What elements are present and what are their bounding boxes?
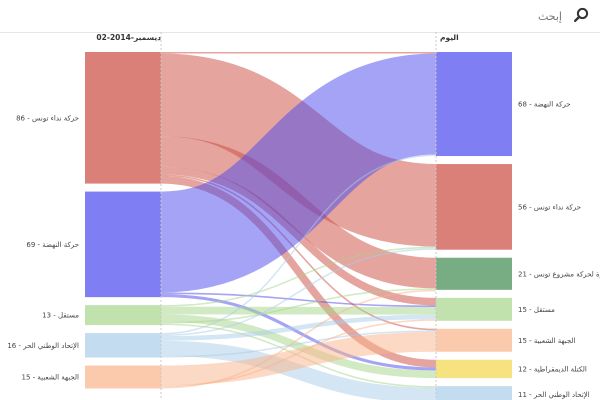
right-node-label-nida: حركة نداء تونس - 56 bbox=[518, 203, 581, 211]
left-node-ittihad[interactable] bbox=[85, 333, 161, 358]
flow-jabha-to-jabha[interactable] bbox=[160, 331, 437, 386]
left-node-label-jabha: 15 - الجبهة الشعبية bbox=[22, 373, 80, 381]
sankey-chart: 86 - حركة نداء تونس 69 - حركة النهضة 13 - … bbox=[7, 32, 600, 400]
flow-ittihad-to-nahda[interactable] bbox=[160, 154, 437, 335]
flow-nahda-to-dimoqratiya[interactable] bbox=[160, 294, 437, 371]
flow-jabha-to-mashrou[interactable] bbox=[160, 289, 437, 389]
right-node-label-mustaqil: مستقل - 15 bbox=[518, 306, 555, 314]
right-node-nida[interactable] bbox=[436, 164, 512, 250]
right-node-label-mashrou: كتلة الحرة لحركة مشروع تونس - 21 bbox=[518, 270, 600, 278]
flow-mustaqil-to-nida[interactable] bbox=[160, 246, 437, 307]
right-node-nahda[interactable] bbox=[436, 52, 512, 157]
flow-ittihad-to-jabha[interactable] bbox=[160, 330, 437, 358]
right-node-jabha[interactable] bbox=[436, 328, 512, 352]
right-node-mashrou[interactable] bbox=[436, 257, 512, 290]
search-bar bbox=[0, 0, 600, 33]
flow-ittihad-to-mustaqil[interactable] bbox=[160, 314, 437, 341]
flow-nahda-to-mustaqil[interactable] bbox=[160, 292, 437, 308]
left-node-jabha[interactable] bbox=[85, 365, 161, 389]
right-node-dimoqratiya[interactable] bbox=[436, 359, 512, 379]
flow-ittihad-to-ittihad[interactable] bbox=[160, 340, 437, 400]
left-node-label-nahda: 69 - حركة النهضة bbox=[26, 241, 79, 249]
right-node-ittihad[interactable] bbox=[436, 386, 512, 400]
left-node-label-mustaqil: 13 - مستقل bbox=[42, 312, 79, 320]
left-column-title: 02-ديسمبر-2014 bbox=[96, 33, 161, 42]
right-column-title: اليوم bbox=[440, 33, 459, 42]
right-node-label-jabha: الجبهة الشعبية - 15 bbox=[518, 337, 576, 345]
left-node-mustaqil[interactable] bbox=[85, 305, 161, 326]
flow-mustaqil-to-mashrou[interactable] bbox=[160, 288, 437, 324]
right-node-label-dimoqratiya: الكتلة الديمقراطية - 12 bbox=[518, 365, 587, 373]
left-node-label-ittihad: 16 - الإتحاد الوطني الحر bbox=[7, 342, 79, 350]
right-node-label-nahda: حركة النهضة - 68 bbox=[518, 101, 571, 109]
sankey-flows bbox=[158, 52, 439, 400]
sankey-nodes bbox=[85, 52, 512, 400]
flow-nahda-to-nahda[interactable] bbox=[158, 53, 439, 293]
right-node-mustaqil[interactable] bbox=[436, 297, 512, 321]
search-icon[interactable] bbox=[572, 6, 590, 24]
left-node-nahda[interactable] bbox=[85, 191, 161, 298]
sankey-labels: 86 - حركة نداء تونس 69 - حركة النهضة 13 - … bbox=[7, 101, 600, 400]
search-input[interactable] bbox=[340, 5, 564, 27]
left-node-label-nida: 86 - حركة نداء تونس bbox=[16, 114, 79, 122]
right-node-label-ittihad: الإتحاد الوطني الحر - 11 bbox=[518, 391, 590, 399]
flow-ittihad-to-nida[interactable] bbox=[160, 248, 437, 337]
left-node-nida[interactable] bbox=[85, 52, 161, 184]
